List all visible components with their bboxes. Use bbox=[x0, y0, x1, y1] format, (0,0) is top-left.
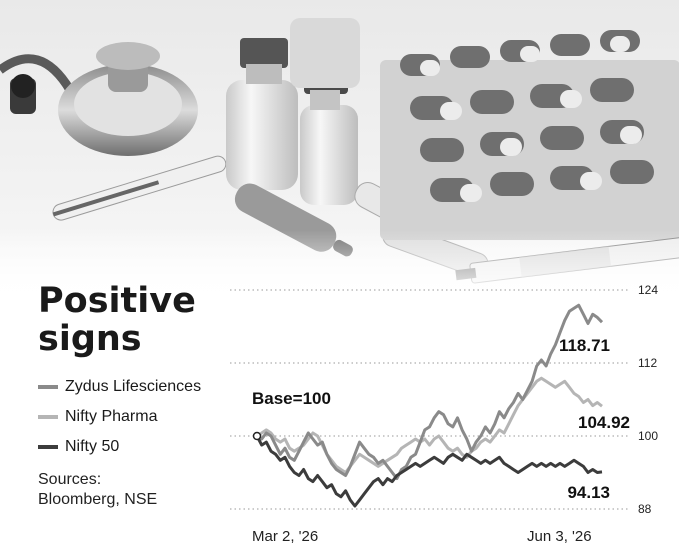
base-point bbox=[252, 431, 262, 441]
y-tick-label: 100 bbox=[638, 429, 658, 443]
y-tick-label: 112 bbox=[638, 356, 657, 370]
series-lines bbox=[255, 303, 604, 508]
y-tick-labels: 124 112 100 88 bbox=[638, 283, 658, 516]
y-tick-label: 124 bbox=[638, 283, 658, 297]
legend-swatch-zydus bbox=[38, 385, 58, 389]
legend-item-nifty-pharma: Nifty Pharma bbox=[38, 402, 201, 432]
chart-title: Positive signs bbox=[38, 282, 238, 358]
series-line-zydus-lifesciences bbox=[256, 303, 604, 481]
legend-item-zydus: Zydus Lifesciences bbox=[38, 372, 201, 402]
vial-icon bbox=[226, 18, 360, 205]
end-value-label-zydus-lifesciences: 118.71 bbox=[559, 336, 610, 355]
legend-swatch-nifty-pharma bbox=[38, 415, 58, 419]
legend-swatch-nifty-50 bbox=[38, 445, 58, 449]
thermometer-icon bbox=[52, 155, 227, 221]
legend-label-nifty-pharma: Nifty Pharma bbox=[65, 408, 158, 425]
x-start-label: Mar 2, '26 bbox=[252, 528, 318, 545]
y-tick-label: 88 bbox=[638, 502, 652, 516]
title-line-2: signs bbox=[38, 319, 142, 359]
sources-note: Sources: Bloomberg, NSE bbox=[38, 471, 158, 508]
stethoscope-icon bbox=[0, 42, 198, 156]
end-value-label-nifty-pharma: 104.92 bbox=[578, 413, 630, 432]
legend: Zydus Lifesciences Nifty Pharma Nifty 50 bbox=[38, 372, 201, 462]
legend-label-nifty-50: Nifty 50 bbox=[65, 438, 120, 455]
pharma-photo bbox=[0, 0, 679, 300]
pill-blisters-icon bbox=[380, 30, 679, 240]
title-line-1: Positive bbox=[38, 281, 196, 321]
series-line-nifty-50 bbox=[255, 435, 603, 508]
legend-label-zydus: Zydus Lifesciences bbox=[65, 378, 202, 395]
end-labels: 104.92 118.71 94.13 bbox=[559, 336, 630, 502]
series-line-nifty-pharma bbox=[256, 376, 603, 474]
legend-item-nifty-50: Nifty 50 bbox=[38, 432, 201, 462]
end-value-label-nifty-50: 94.13 bbox=[567, 483, 610, 502]
grid bbox=[230, 289, 630, 510]
x-end-label: Jun 3, '26 bbox=[527, 528, 592, 545]
base-label: Base=100 bbox=[252, 389, 331, 408]
